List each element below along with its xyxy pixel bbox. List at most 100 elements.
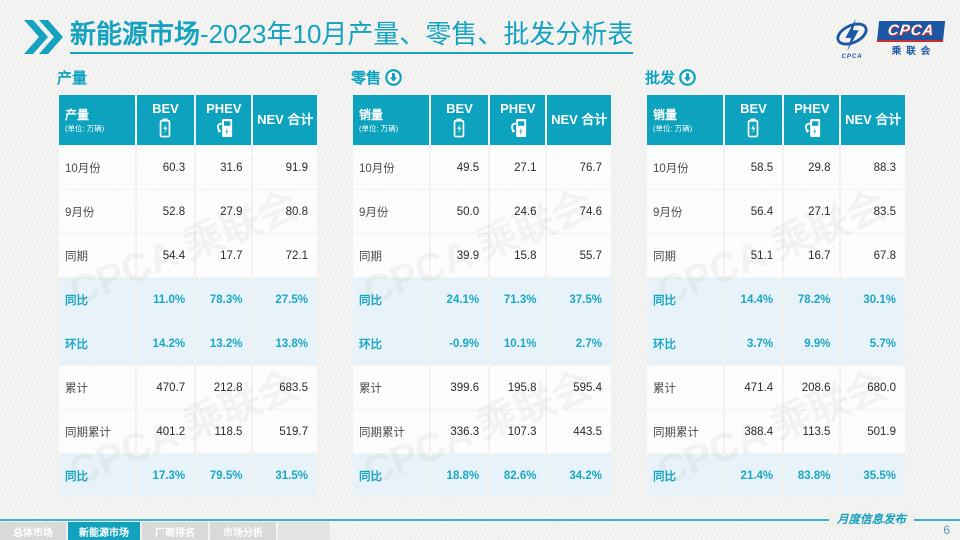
footer-divider-line — [0, 519, 960, 521]
corner-label: 产量 — [65, 108, 90, 122]
cell-nev: 80.8 — [253, 190, 317, 233]
cell-bev: 39.9 — [430, 234, 489, 277]
row-label: 9月份 — [647, 190, 723, 233]
table-row: 累计 471.4 208.6 680.0 — [647, 366, 905, 409]
page-title: 新能源市场-2023年10月产量、零售、批发分析表 — [70, 19, 634, 54]
table-row: 同比 18.8% 82.6% 34.2% — [353, 454, 611, 497]
cell-bev: 49.5 — [430, 146, 489, 189]
row-label: 10月份 — [353, 146, 429, 189]
row-label: 环比 — [647, 322, 723, 365]
cell-bev: -0.9% — [430, 322, 489, 365]
cpca-mark-subtext: CPCA — [841, 54, 863, 60]
cell-nev: 67.8 — [841, 234, 905, 277]
battery-icon — [431, 118, 488, 138]
row-label: 同比 — [59, 454, 135, 497]
footer-tab[interactable]: 新能源市场 — [68, 522, 140, 540]
table-row: 10月份 60.3 31.6 91.9 — [59, 146, 317, 189]
header: 新能源市场-2023年10月产量、零售、批发分析表 — [24, 19, 634, 54]
row-label: 同期 — [353, 234, 429, 277]
battery-icon — [725, 118, 782, 138]
table-block-production: CPCA 乘联会 CPCA 乘联会 产量 产量 (单位: 万辆) — [57, 66, 319, 498]
footer-tab[interactable]: 市场分析 — [210, 522, 276, 540]
table-row: 同期 54.4 17.7 72.1 — [59, 234, 317, 277]
table-row: 同比 21.4% 83.8% 35.5% — [647, 454, 905, 497]
corner-cell: 销量 (单位: 万辆) — [647, 95, 723, 145]
cell-nev: 595.4 — [547, 366, 611, 409]
col-label-nev: NEV 合计 — [845, 111, 902, 127]
row-label: 9月份 — [59, 190, 135, 233]
cell-nev: 34.2% — [547, 454, 611, 497]
cell-nev: 55.7 — [547, 234, 611, 277]
col-header-bev: BEV — [724, 95, 783, 145]
table-row: 9月份 52.8 27.9 80.8 — [59, 190, 317, 233]
col-label-bev: BEV — [152, 100, 179, 116]
row-label: 同比 — [353, 454, 429, 497]
cell-phev: 13.2% — [196, 322, 252, 365]
footer-nav-tabs: 总体市场 新能源市场 厂商排名 市场分析 — [0, 522, 330, 540]
row-label: 同比 — [59, 278, 135, 321]
table-row: 同期累计 336.3 107.3 443.5 — [353, 410, 611, 453]
cell-nev: 35.5% — [841, 454, 905, 497]
cell-nev: 501.9 — [841, 410, 905, 453]
cell-phev: 78.3% — [196, 278, 252, 321]
cell-bev: 60.3 — [136, 146, 195, 189]
cell-nev: 27.5% — [253, 278, 317, 321]
col-label-nev: NEV 合计 — [551, 111, 608, 127]
cell-phev: 113.5 — [784, 410, 840, 453]
cell-nev: 31.5% — [253, 454, 317, 497]
col-header-nev: NEV 合计 — [547, 95, 611, 145]
table-row: 同比 14.4% 78.2% 30.1% — [647, 278, 905, 321]
table-row: 10月份 49.5 27.1 76.7 — [353, 146, 611, 189]
table-row: 9月份 50.0 24.6 74.6 — [353, 190, 611, 233]
cell-nev: 88.3 — [841, 146, 905, 189]
col-label-bev: BEV — [740, 100, 767, 116]
cell-bev: 14.2% — [136, 322, 195, 365]
col-header-phev: PHEV — [196, 95, 252, 145]
table-header-row: 销量 (单位: 万辆) BEV PHEV — [647, 95, 905, 145]
col-header-nev: NEV 合计 — [841, 95, 905, 145]
cell-bev: 24.1% — [430, 278, 489, 321]
cell-nev: 72.1 — [253, 234, 317, 277]
col-label-phev: PHEV — [500, 100, 536, 116]
cell-bev: 56.4 — [724, 190, 783, 233]
cell-bev: 336.3 — [430, 410, 489, 453]
table-header-row: 销量 (单位: 万辆) BEV PHEV — [353, 95, 611, 145]
table-row: 同期累计 388.4 113.5 501.9 — [647, 410, 905, 453]
footer-note: 月度信息发布 — [829, 511, 914, 527]
production-table: 产量 (单位: 万辆) BEV PHEV — [57, 94, 319, 498]
cell-phev: 79.5% — [196, 454, 252, 497]
cell-nev: 74.6 — [547, 190, 611, 233]
page-title-sub: -2023年10月产量、零售、批发分析表 — [200, 19, 634, 50]
row-label: 同比 — [647, 454, 723, 497]
row-label: 10月份 — [647, 146, 723, 189]
cell-bev: 470.7 — [136, 366, 195, 409]
cpca-logo: CPCA CPCA 乘联会 — [829, 18, 946, 60]
col-label-phev: PHEV — [794, 100, 830, 116]
cell-nev: 443.5 — [547, 410, 611, 453]
cell-bev: 471.4 — [724, 366, 783, 409]
table-row: 同比 17.3% 79.5% 31.5% — [59, 454, 317, 497]
table-row: 累计 470.7 212.8 683.5 — [59, 366, 317, 409]
row-label: 同期 — [59, 234, 135, 277]
retail-table: 销量 (单位: 万辆) BEV PHEV — [351, 94, 613, 498]
cell-nev: 76.7 — [547, 146, 611, 189]
footer-tab[interactable]: 厂商排名 — [142, 522, 208, 540]
row-label: 同比 — [353, 278, 429, 321]
cell-nev: 30.1% — [841, 278, 905, 321]
footer-tab[interactable]: 总体市场 — [0, 522, 66, 540]
cell-nev: 83.5 — [841, 190, 905, 233]
cell-nev: 680.0 — [841, 366, 905, 409]
trend-down-icon — [679, 68, 696, 86]
charging-station-icon — [490, 118, 545, 138]
table-row: 10月份 58.5 29.8 88.3 — [647, 146, 905, 189]
row-label: 同期累计 — [353, 410, 429, 453]
cell-phev: 16.7 — [784, 234, 840, 277]
table-row: 环比 14.2% 13.2% 13.8% — [59, 322, 317, 365]
trend-down-icon — [385, 68, 402, 86]
cell-phev: 17.7 — [196, 234, 252, 277]
cell-bev: 11.0% — [136, 278, 195, 321]
page-title-main: 新能源市场 — [70, 19, 201, 50]
wholesale-table: 销量 (单位: 万辆) BEV PHEV — [645, 94, 907, 498]
table-row: 累计 399.6 195.8 595.4 — [353, 366, 611, 409]
